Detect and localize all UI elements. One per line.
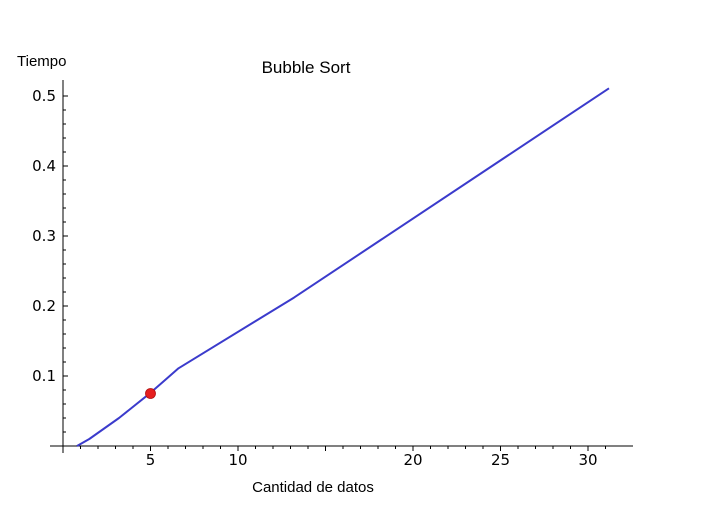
highlight-layer [145, 388, 156, 399]
x-axis-label: Cantidad de datos [252, 479, 374, 496]
x-tick-label: 25 [491, 451, 510, 469]
x-tick-label: 20 [403, 451, 422, 469]
y-tick-label: 0.2 [32, 297, 56, 315]
y-tick-label: 0.1 [32, 367, 56, 385]
chart-title: Bubble Sort [262, 58, 351, 77]
x-tick-label: 5 [146, 451, 156, 469]
y-tick-label: 0.4 [32, 157, 56, 175]
y-tick-label: 0.3 [32, 227, 56, 245]
y-axis-label: Tiempo [17, 53, 66, 70]
highlight-point [145, 388, 156, 399]
ticks: 0.1 0.2 0.3 0.4 0.5 5 10 20 25 30 [32, 87, 606, 469]
series-line [76, 87, 610, 447]
x-tick-label: 30 [578, 451, 597, 469]
x-tick-label: 10 [228, 451, 247, 469]
y-tick-label: 0.5 [32, 87, 56, 105]
series-layer [76, 87, 610, 447]
